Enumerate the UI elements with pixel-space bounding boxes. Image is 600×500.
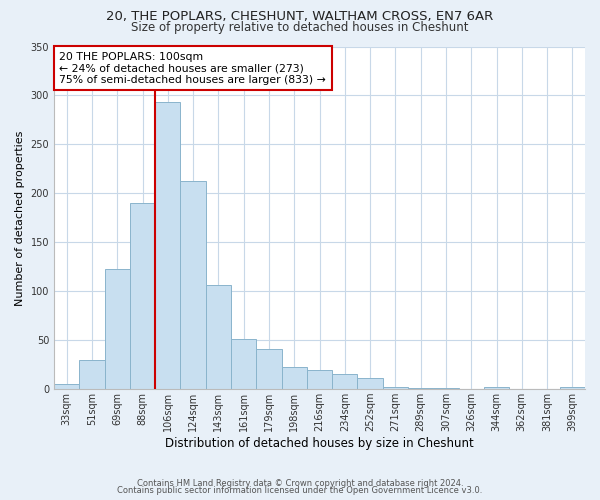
Bar	[181, 180, 206, 389]
Bar	[560, 387, 585, 389]
Bar	[307, 370, 332, 389]
Bar	[256, 349, 281, 389]
Bar	[484, 387, 509, 389]
Bar	[281, 366, 307, 389]
Bar	[54, 384, 79, 389]
Text: 20, THE POPLARS, CHESHUNT, WALTHAM CROSS, EN7 6AR: 20, THE POPLARS, CHESHUNT, WALTHAM CROSS…	[106, 10, 494, 23]
Bar	[130, 203, 155, 389]
Bar	[206, 286, 231, 389]
Text: Contains HM Land Registry data © Crown copyright and database right 2024.: Contains HM Land Registry data © Crown c…	[137, 478, 463, 488]
Bar	[155, 102, 181, 389]
Bar	[358, 378, 383, 389]
Bar	[383, 387, 408, 389]
Text: Size of property relative to detached houses in Cheshunt: Size of property relative to detached ho…	[131, 21, 469, 34]
Bar	[79, 360, 104, 389]
Text: Contains public sector information licensed under the Open Government Licence v3: Contains public sector information licen…	[118, 486, 482, 495]
Bar	[231, 339, 256, 389]
Bar	[408, 388, 433, 389]
Y-axis label: Number of detached properties: Number of detached properties	[15, 130, 25, 306]
Text: 20 THE POPLARS: 100sqm
← 24% of detached houses are smaller (273)
75% of semi-de: 20 THE POPLARS: 100sqm ← 24% of detached…	[59, 52, 326, 85]
Bar	[433, 388, 458, 389]
Bar	[104, 268, 130, 389]
Bar	[332, 374, 358, 389]
X-axis label: Distribution of detached houses by size in Cheshunt: Distribution of detached houses by size …	[165, 437, 474, 450]
